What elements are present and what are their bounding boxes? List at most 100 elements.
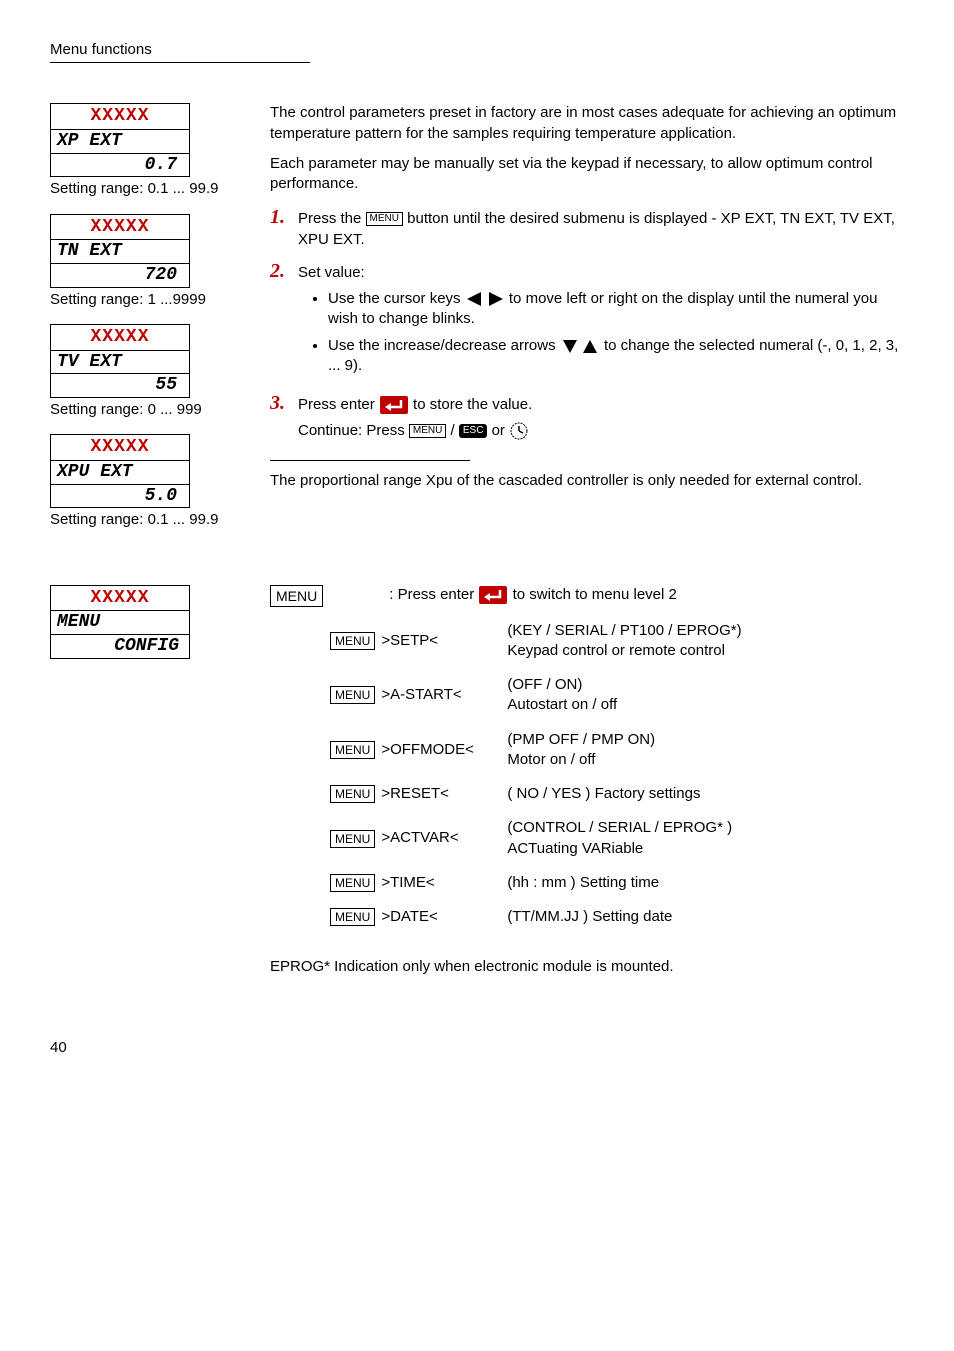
menu-root-row: MENU : Press enter to switch to menu lev… — [270, 585, 904, 607]
continue-line: Continue: Press MENU / ESC or — [298, 421, 904, 441]
menu-item-row: MENU >OFFMODE< (PMP OFF / PMP ON)Motor on … — [330, 730, 904, 771]
text: Continue: Press — [298, 422, 409, 439]
header-rule — [50, 62, 310, 63]
menu-button-icon: MENU — [330, 908, 375, 926]
menu-item-row: MENU>SETP<(KEY / SERIAL / PT100 / EPROG*… — [330, 621, 904, 662]
lcd-top: XXXXX — [51, 104, 189, 130]
menu-item-desc: (TT/MM.JJ ) Setting date — [507, 907, 904, 927]
menu-item-label: >TIME< — [381, 873, 501, 893]
menu-button-icon: MENU — [330, 686, 375, 704]
menu-item-label: >SETP< — [381, 631, 501, 651]
clock-icon — [509, 421, 529, 441]
lcd-top: XXXXX — [51, 586, 189, 612]
lcd-bot: 5.0 — [51, 485, 189, 508]
upper-section: XXXXX XP EXT 0.7 Setting range: 0.1 ... … — [50, 103, 904, 544]
lower-section: XXXXX MENU CONFIG MENU : Press enter to … — [50, 585, 904, 978]
menu-button-icon: MENU — [330, 874, 375, 892]
instructions-column: The control parameters preset in factory… — [270, 103, 904, 501]
menu-item-desc: ( NO / YES ) Factory settings — [507, 784, 904, 804]
lcd-box-tv: XXXXX TV EXT 55 — [50, 324, 190, 398]
text: to store the value. — [413, 396, 532, 413]
step-body: Press enter to store the value. Continue… — [298, 395, 904, 442]
menu-item-label: >DATE< — [381, 907, 501, 927]
setting-range: Setting range: 0 ... 999 — [50, 400, 240, 420]
lcd-top: XXXXX — [51, 435, 189, 461]
text: : Press enter — [389, 586, 478, 603]
menu-item-row: MENU >DATE< (TT/MM.JJ ) Setting date — [330, 907, 904, 927]
step-3: 3. Press enter to store the value. Conti… — [270, 390, 904, 442]
lcd-top: XXXXX — [51, 325, 189, 351]
enter-key-icon — [478, 585, 508, 605]
text: Use the increase/decrease arrows — [328, 337, 560, 354]
step-number: 2. — [270, 258, 290, 285]
list-item: Use the cursor keys to move left or righ… — [328, 289, 904, 330]
lcd-bot: 55 — [51, 374, 189, 397]
text: Use the cursor keys — [328, 290, 465, 307]
lcd-column: XXXXX XP EXT 0.7 Setting range: 0.1 ... … — [50, 103, 240, 544]
menu-item-row: MENU >ACTVAR< (CONTROL / SERIAL / EPROG* )… — [330, 818, 904, 859]
lcd-box-xpu: XXXXX XPU EXT 5.0 — [50, 434, 190, 508]
menu-item-label: >OFFMODE< — [381, 740, 501, 760]
setting-range: Setting range: 1 ...9999 — [50, 290, 240, 310]
footnote: EPROG* Indication only when electronic m… — [270, 957, 904, 977]
lcd-mid: TV EXT — [51, 351, 189, 375]
menu-item-desc: (hh : mm ) Setting time — [507, 873, 904, 893]
lcd-bot: 720 — [51, 264, 189, 287]
down-up-arrows-icon — [560, 337, 600, 355]
lcd-top: XXXXX — [51, 215, 189, 241]
esc-button-icon: ESC — [459, 424, 488, 438]
step-2: 2. Set value: Use the cursor keys to mov… — [270, 258, 904, 382]
setting-range: Setting range: 0.1 ... 99.9 — [50, 179, 240, 199]
intro-p2: Each parameter may be manually set via t… — [270, 154, 904, 195]
text: Press the — [298, 210, 366, 227]
menu-item-row: MENU >RESET< ( NO / YES ) Factory settings — [330, 784, 904, 804]
menu-item-row: MENU>A-START<(OFF / ON)Autostart on / of… — [330, 675, 904, 716]
menu-button-icon: MENU — [330, 785, 375, 803]
menu-item-desc: (KEY / SERIAL / PT100 / EPROG*)Keypad co… — [507, 621, 904, 662]
lcd-mid: XP EXT — [51, 130, 189, 154]
menu-item-row: MENU >TIME< (hh : mm ) Setting time — [330, 873, 904, 893]
bullet-list: Use the cursor keys to move left or righ… — [328, 289, 904, 376]
step-number: 3. — [270, 390, 290, 417]
text: / — [451, 422, 459, 439]
config-lcd-box: XXXXX MENU CONFIG — [50, 585, 190, 659]
lcd-mid: MENU — [51, 611, 189, 635]
step-1: 1. Press the MENU button until the desir… — [270, 204, 904, 250]
step-body: Press the MENU button until the desired … — [298, 209, 904, 250]
intro-p1: The control parameters preset in factory… — [270, 103, 904, 144]
page-number: 40 — [50, 1038, 904, 1058]
lcd-bot: 0.7 — [51, 154, 189, 177]
lcd-box-tn: XXXXX TN EXT 720 — [50, 214, 190, 288]
menu-items: MENU >SETP< (KEY / SERIAL / PT100 / EPROG*… — [270, 621, 904, 928]
text: to switch to menu level 2 — [513, 586, 677, 603]
text: Set value: — [298, 264, 365, 281]
menu-tree-column: MENU : Press enter to switch to menu lev… — [270, 585, 904, 978]
text: or — [492, 422, 510, 439]
menu-button-icon: MENU — [270, 585, 323, 607]
step-number: 1. — [270, 204, 290, 231]
step-body: Set value: Use the cursor keys to move l… — [298, 263, 904, 382]
lcd-bot: CONFIG — [51, 635, 189, 658]
section-divider — [270, 460, 470, 461]
page-header: Menu functions — [50, 40, 904, 60]
enter-key-icon — [379, 395, 409, 415]
text: Press enter — [298, 396, 379, 413]
menu-button-icon: MENU — [409, 424, 446, 438]
config-box-column: XXXXX MENU CONFIG — [50, 585, 240, 659]
menu-item-label: >A-START< — [381, 685, 501, 705]
lcd-mid: TN EXT — [51, 240, 189, 264]
menu-button-icon: MENU — [330, 741, 375, 759]
note-text: The proportional range Xpu of the cascad… — [270, 471, 904, 491]
menu-item-label: >RESET< — [381, 784, 501, 804]
list-item: Use the increase/decrease arrows to chan… — [328, 336, 904, 377]
lcd-box-xp: XXXXX XP EXT 0.7 — [50, 103, 190, 177]
setting-range: Setting range: 0.1 ... 99.9 — [50, 510, 240, 530]
menu-item-desc: (PMP OFF / PMP ON)Motor on / off — [507, 730, 904, 771]
menu-item-desc: (CONTROL / SERIAL / EPROG* )ACTuating VA… — [507, 818, 904, 859]
menu-item-label: >ACTVAR< — [381, 828, 501, 848]
left-right-arrows-icon — [465, 290, 505, 308]
lcd-mid: XPU EXT — [51, 461, 189, 485]
root-text: : Press enter to switch to menu level 2 — [329, 585, 904, 605]
menu-button-icon: MENU — [366, 212, 403, 226]
menu-button-icon: MENU — [330, 830, 375, 848]
